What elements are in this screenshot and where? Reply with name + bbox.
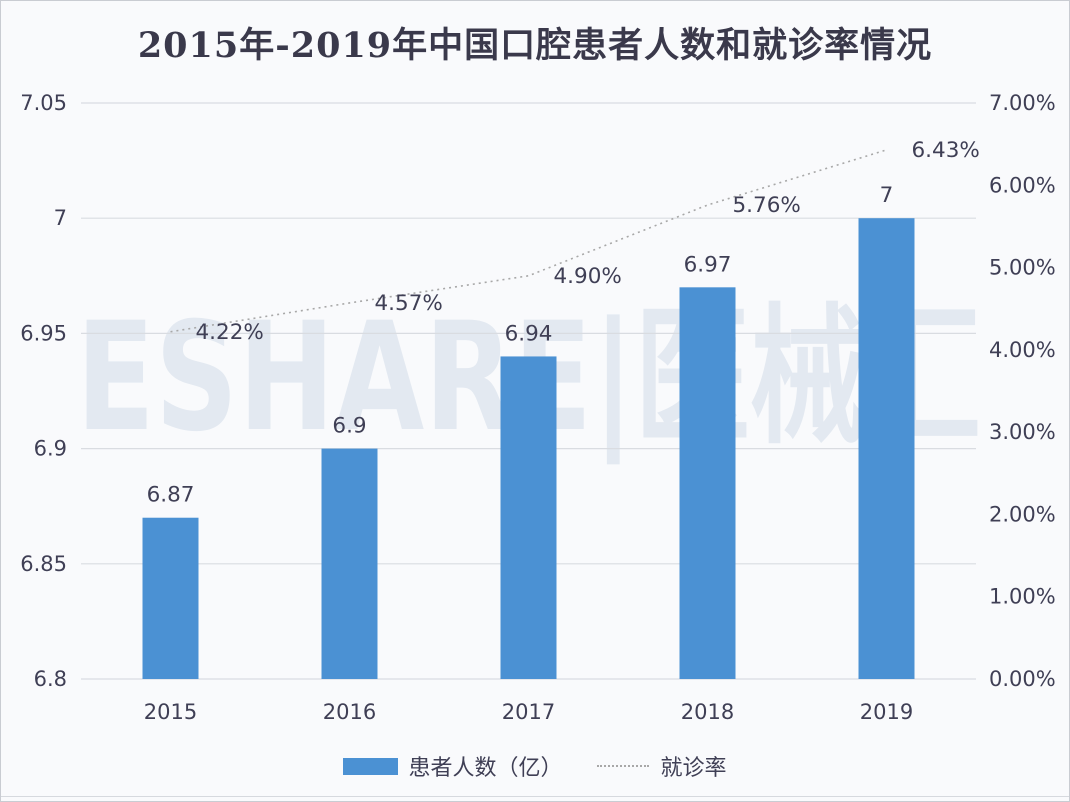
right-axis-tick: 3.00% [989,420,1056,444]
bar-value-label: 6.97 [684,252,732,277]
line-value-label: 4.22% [196,320,264,345]
legend: 患者人数（亿） 就诊率 [1,750,1069,782]
left-axis-tick: 6.95 [20,321,67,345]
x-axis-tick: 2015 [144,700,197,724]
right-axis-tick: 7.00% [989,91,1056,115]
bar-2017 [500,356,557,679]
legend-line-label: 就诊率 [660,756,727,781]
left-axis-tick: 6.9 [34,437,67,461]
left-axis-tick: 6.8 [34,667,67,691]
right-axis-tick: 6.00% [989,173,1056,197]
bar-2016 [321,448,378,679]
bar-2019 [858,218,915,679]
chart-title: 2015年-2019年中国口腔患者人数和就诊率情况 [137,25,933,66]
left-axis-tick: 7 [54,206,67,230]
line-value-label: 5.76% [733,193,801,218]
x-axis-tick: 2018 [681,700,734,724]
legend-bar-swatch [343,757,399,775]
right-axis-tick: 0.00% [989,667,1056,691]
bar-value-label: 6.9 [332,414,366,439]
right-axis-tick: 2.00% [989,502,1056,526]
bar-2015 [142,517,199,679]
x-axis-tick: 2019 [860,700,913,724]
right-axis-tick: 4.00% [989,338,1056,362]
window-bottom-edge [1,796,1069,797]
line-value-label: 4.57% [375,291,443,316]
legend-bar-label: 患者人数（亿） [408,756,563,781]
x-axis-tick: 2017 [502,700,555,724]
bar-2018 [679,287,736,679]
x-axis-tick: 2016 [323,700,376,724]
left-axis-tick: 6.85 [20,552,67,576]
right-axis-tick: 1.00% [989,585,1056,609]
line-value-label: 4.90% [554,264,622,289]
bar-value-label: 6.87 [147,483,195,508]
bar-value-label: 7 [880,183,894,208]
line-value-label: 6.43% [912,138,980,163]
bar-value-label: 6.94 [505,321,553,346]
left-axis-tick: 7.05 [20,91,67,115]
legend-line-sample [596,765,649,767]
right-axis-tick: 5.00% [989,256,1056,280]
visit-rate-line [170,149,887,333]
